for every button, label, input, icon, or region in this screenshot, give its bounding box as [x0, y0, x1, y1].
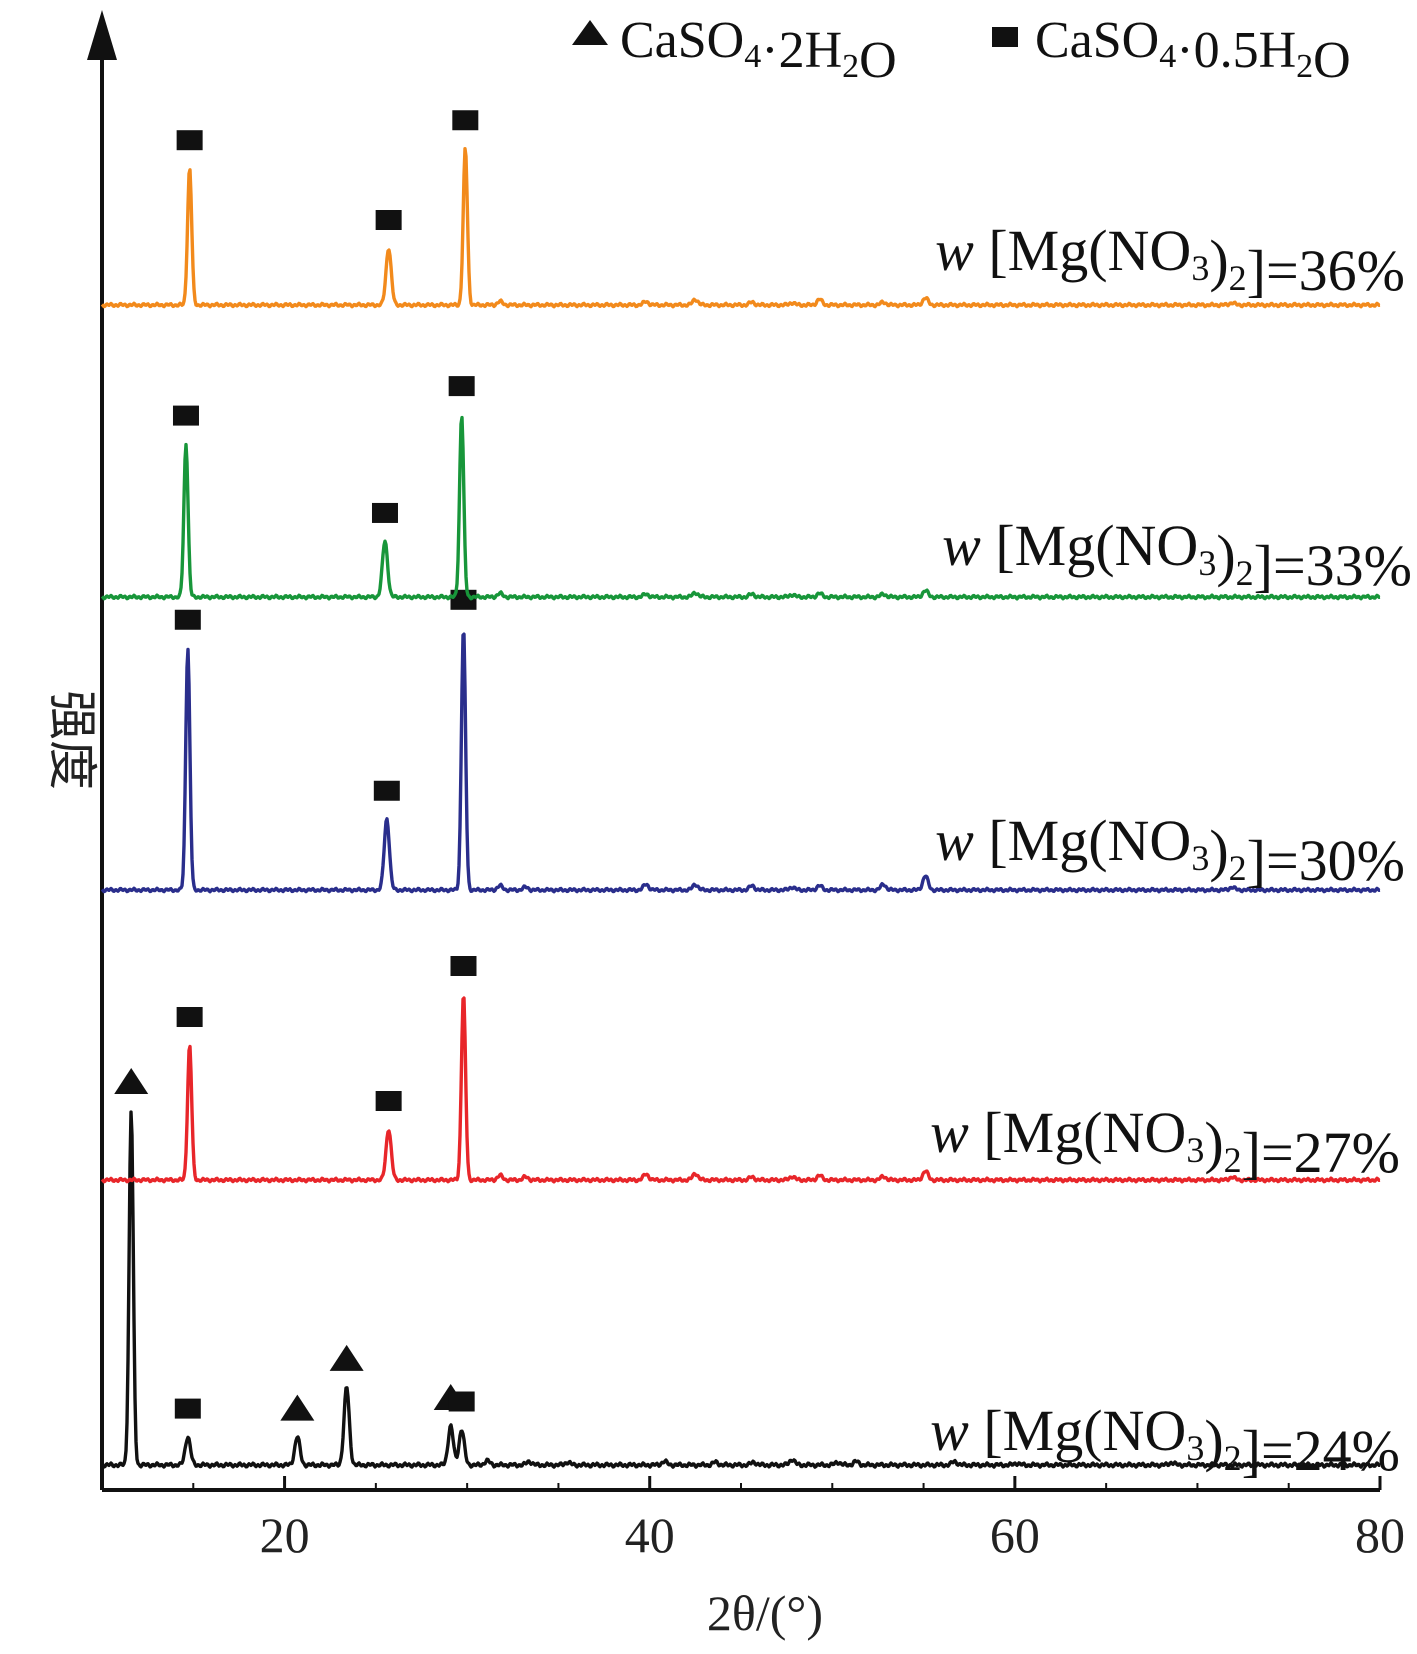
dihydrate-marker: [280, 1394, 315, 1421]
series-group: w [Mg(NO3)2]=24% w [Mg(NO3)2]=27% w [Mg(NO…: [100, 110, 1412, 1483]
legend-item: CaSO4·0.5H2O: [992, 12, 1351, 89]
series-2: w [Mg(NO3)2]=27%: [100, 956, 1400, 1185]
x-tick-label: 40: [625, 1507, 675, 1563]
x-tick-label: 20: [260, 1507, 310, 1563]
hemihydrate-marker: [450, 956, 477, 976]
hemihydrate-marker: [172, 405, 199, 426]
hemihydrate-marker: [176, 1007, 203, 1027]
hemihydrate-marker: [176, 130, 203, 151]
x-tick-label: 80: [1355, 1507, 1405, 1563]
hemihydrate-marker: [448, 1391, 475, 1412]
series-3: w [Mg(NO3)2]=30%: [100, 589, 1405, 894]
hemihydrate-marker: [373, 780, 400, 801]
dihydrate-marker: [329, 1344, 364, 1371]
series-label: w [Mg(NO3)2]=24%: [930, 1398, 1400, 1483]
series-label: w [Mg(NO3)2]=33%: [942, 513, 1412, 598]
legend-item: CaSO4·2H2O: [572, 12, 897, 89]
hemihydrate-marker: [174, 609, 201, 630]
legend-square-icon: [992, 27, 1018, 47]
x-axis-title: 2θ/(°): [707, 1585, 823, 1641]
series-label: w [Mg(NO3)2]=30%: [935, 808, 1405, 893]
dihydrate-marker: [114, 1068, 149, 1094]
x-ticks: 20 40 60 80: [192, 1476, 1405, 1563]
legend-triangle-icon: [572, 20, 608, 45]
x-tick-label: 60: [990, 1507, 1040, 1563]
hemihydrate-marker: [375, 210, 402, 230]
y-axis-arrow: [87, 10, 117, 60]
series-line: [100, 415, 1381, 601]
series-line: [100, 632, 1381, 894]
hemihydrate-marker: [174, 1398, 201, 1419]
series-label: w [Mg(NO3)2]=27%: [930, 1100, 1400, 1185]
series-line: [100, 1110, 1381, 1469]
legend: CaSO4·2H2O CaSO4·0.5H2O: [572, 12, 1351, 89]
series-label: w [Mg(NO3)2]=36%: [935, 218, 1405, 303]
series-5: w [Mg(NO3)2]=36%: [100, 110, 1405, 309]
hemihydrate-marker: [371, 502, 398, 523]
legend-label: CaSO4·0.5H2O: [1035, 12, 1351, 89]
hemihydrate-marker: [448, 376, 475, 397]
y-axis-title: 强度: [44, 690, 100, 790]
hemihydrate-marker: [452, 110, 479, 131]
hemihydrate-marker: [375, 1091, 402, 1111]
series-line: [100, 147, 1381, 309]
series-line: [100, 996, 1381, 1184]
series-1: w [Mg(NO3)2]=24%: [100, 1068, 1400, 1483]
series-4: w [Mg(NO3)2]=33%: [100, 376, 1412, 601]
legend-label: CaSO4·2H2O: [620, 12, 897, 89]
